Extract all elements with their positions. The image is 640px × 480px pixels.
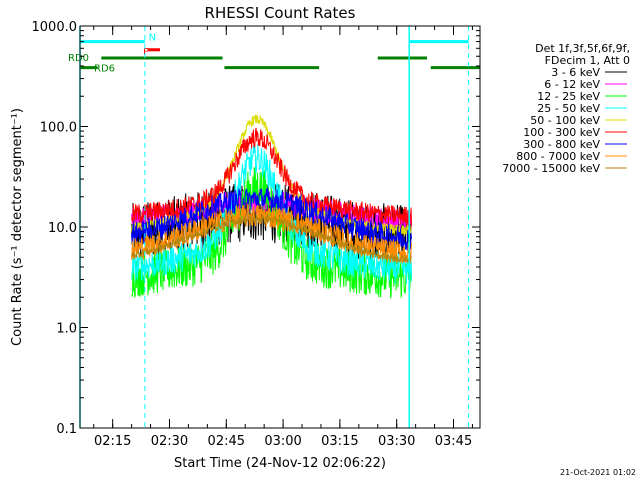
x-tick-label: 02:30 xyxy=(151,434,188,449)
series-layer xyxy=(131,114,412,299)
legend-entry-label: 25 - 50 keV xyxy=(537,102,600,115)
legend-header: Det 1f,3f,5f,6f,9f, xyxy=(535,42,630,55)
legend: Det 1f,3f,5f,6f,9f,FDecim 1, Att 03 - 6 … xyxy=(502,42,630,175)
legend-entry-label: 50 - 100 keV xyxy=(530,114,600,127)
flag-label-rd6: RD6 xyxy=(94,64,115,75)
series-line-5 xyxy=(131,127,412,226)
legend-header: FDecim 1, Att 0 xyxy=(545,54,630,67)
legend-entry-label: 300 - 800 keV xyxy=(523,138,600,151)
flag-label-f: F xyxy=(143,47,149,58)
legend-entry-label: 3 - 6 keV xyxy=(551,66,600,79)
x-tick-label: 02:45 xyxy=(208,434,245,449)
series-line-2 xyxy=(131,167,412,299)
series-line-3 xyxy=(131,144,412,285)
y-tick-label: 1.0 xyxy=(56,322,77,337)
flags-layer: NF RD0 RD6 xyxy=(68,33,480,75)
x-axis: 02:15 02:30 02:45 03:00 03:15 03:30 03:45 xyxy=(93,26,473,449)
y-tick-label: 0.1 xyxy=(56,422,77,437)
footer-date: 21-Oct-2021 01:02 xyxy=(560,468,636,477)
x-tick-label: 03:15 xyxy=(321,434,358,449)
series-line-8 xyxy=(131,214,412,264)
x-axis-label: Start Time (24-Nov-12 02:06:22) xyxy=(174,456,386,471)
y-axis: 0.1 1.0 10.0 100.0 1000.0 xyxy=(32,20,480,437)
flag-label-rd0: RD0 xyxy=(68,53,89,64)
y-axis-label: Count Rate (s⁻¹ detector segment⁻¹) xyxy=(10,108,25,346)
x-tick-label: 03:30 xyxy=(378,434,415,449)
y-tick-label: 10.0 xyxy=(48,221,77,236)
y-tick-label: 100.0 xyxy=(40,121,77,136)
legend-entry-label: 800 - 7000 keV xyxy=(516,150,600,163)
x-tick-label: 02:15 xyxy=(94,434,131,449)
chart-title: RHESSI Count Rates xyxy=(205,4,356,22)
y-tick-label: 1000.0 xyxy=(32,20,78,35)
legend-entry-label: 6 - 12 keV xyxy=(544,78,600,91)
legend-entry-label: 100 - 300 keV xyxy=(523,126,600,139)
flag-label-n: N xyxy=(149,33,156,44)
legend-entry-label: 12 - 25 keV xyxy=(537,90,600,103)
x-tick-label: 03:00 xyxy=(264,434,301,449)
legend-entry-label: 7000 - 15000 keV xyxy=(502,162,600,175)
x-tick-label: 03:45 xyxy=(435,434,472,449)
